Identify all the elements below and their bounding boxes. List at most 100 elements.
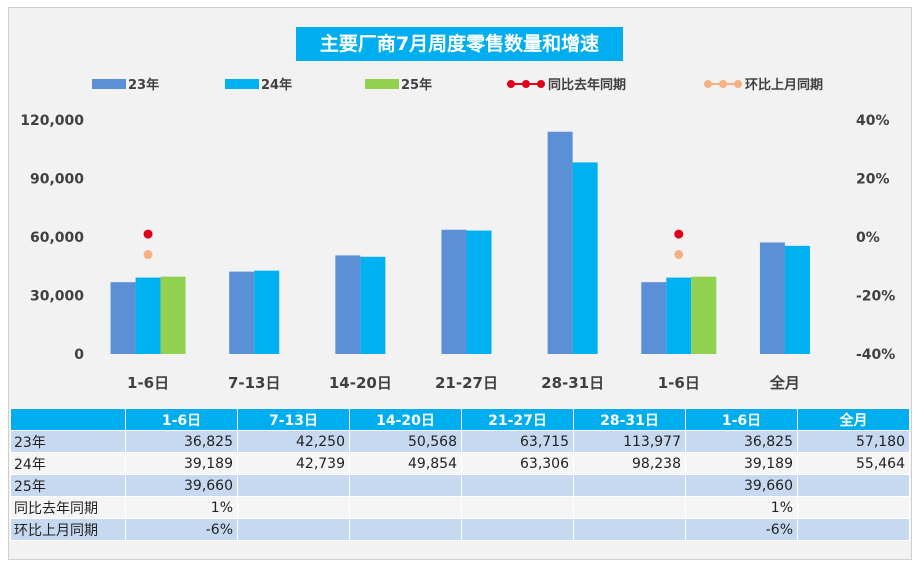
table-cell: 113,977 <box>573 430 686 453</box>
bar-23年 <box>110 282 136 354</box>
bar-24年 <box>466 230 492 354</box>
x-category-label: 14-20日 <box>329 374 392 392</box>
y-right-tick-label: 0% <box>856 230 880 246</box>
legend-label-环比上月同期: 环比上月同期 <box>745 77 823 93</box>
bar-23年 <box>547 131 573 354</box>
table-row: 同比去年同期 1% 1% <box>10 496 910 519</box>
y-left-tick-label: 0 <box>74 347 84 363</box>
bar-25年 <box>160 276 186 354</box>
table-cell: 39,189 <box>685 452 798 475</box>
legend-marker-环比上月同期 <box>704 80 712 88</box>
y-right-tick-label: 20% <box>856 172 890 188</box>
x-category-label: 28-31日 <box>541 374 604 392</box>
table-cell: 39,660 <box>125 474 238 497</box>
bar-24年 <box>254 270 280 354</box>
table-cell: 1% <box>685 496 798 519</box>
table-cell <box>237 496 350 519</box>
x-category-label: 7-13日 <box>228 374 281 392</box>
table-header-cell: 7-13日 <box>237 408 350 431</box>
table-cell: 57,180 <box>797 430 910 453</box>
legend-swatch-24年 <box>225 79 259 89</box>
bar-23年 <box>759 242 785 354</box>
legend-label-23年: 23年 <box>128 77 159 93</box>
table-cell <box>573 474 686 497</box>
bar-23年 <box>641 282 667 354</box>
legend-label-24年: 24年 <box>261 77 292 93</box>
table-cell <box>349 496 462 519</box>
bar-23年 <box>441 229 467 354</box>
table-cell <box>237 474 350 497</box>
table-cell: 55,464 <box>797 452 910 475</box>
x-category-label: 1-6日 <box>127 374 169 392</box>
legend-label-同比去年同期: 同比去年同期 <box>548 77 626 93</box>
table-row: 环比上月同期 -6% -6% <box>10 518 910 541</box>
bar-24年 <box>135 277 161 354</box>
table-header-cell <box>10 408 126 431</box>
bar-23年 <box>335 255 361 354</box>
table-row: 24年 39,189 42,739 49,854 63,306 98,238 39,189 5… <box>10 452 910 475</box>
table-cell <box>797 496 910 519</box>
table-row-label: 环比上月同期 <box>10 518 126 541</box>
table-cell: 63,306 <box>461 452 574 475</box>
legend-marker-同比去年同期 <box>522 80 530 88</box>
bar-24年 <box>784 245 810 354</box>
y-right-tick-label: -20% <box>856 289 895 305</box>
table-cell: 36,825 <box>685 430 798 453</box>
bar-24年 <box>360 256 386 354</box>
table-cell: -6% <box>685 518 798 541</box>
table-cell: 42,250 <box>237 430 350 453</box>
table-cell <box>573 496 686 519</box>
table-cell: 42,739 <box>237 452 350 475</box>
y-left-tick-label: 120,000 <box>20 113 84 129</box>
table-cell: 39,189 <box>125 452 238 475</box>
rate-point-同比去年同期 <box>674 229 684 239</box>
table-cell <box>349 518 462 541</box>
table-header-cell: 全月 <box>797 408 910 431</box>
legend-marker-环比上月同期 <box>734 80 742 88</box>
y-right-tick-label: -40% <box>856 347 895 363</box>
table-header-cell: 1-6日 <box>685 408 798 431</box>
table-cell <box>349 474 462 497</box>
table-row-label: 同比去年同期 <box>10 496 126 519</box>
table-cell: 50,568 <box>349 430 462 453</box>
data-table: 1-6日 7-13日 14-20日 21-27日 28-31日 1-6日 全月 23年 36,8… <box>10 408 910 541</box>
chart-plot: 0 30,000 60,000 90,000 120,000 -40% -20% 0% 20% 4… <box>20 77 895 392</box>
bar-25年 <box>691 276 717 354</box>
rate-point-同比去年同期 <box>143 229 153 239</box>
y-right-tick-label: 40% <box>856 113 890 129</box>
table-cell <box>573 518 686 541</box>
table-row: 25年 39,660 39,660 <box>10 474 910 497</box>
legend-swatch-25年 <box>365 79 399 89</box>
rate-point-环比上月同期 <box>674 250 684 260</box>
x-category-label: 全月 <box>769 374 800 392</box>
legend-marker-同比去年同期 <box>537 80 545 88</box>
table-header-cell: 1-6日 <box>125 408 238 431</box>
table-cell <box>461 496 574 519</box>
rate-point-环比上月同期 <box>143 250 153 260</box>
table-cell <box>237 518 350 541</box>
bar-24年 <box>572 162 598 354</box>
legend-marker-环比上月同期 <box>719 80 727 88</box>
table-cell <box>461 474 574 497</box>
table-cell: 1% <box>125 496 238 519</box>
table-header-cell: 28-31日 <box>573 408 686 431</box>
x-category-label: 1-6日 <box>658 374 700 392</box>
bar-24年 <box>666 277 692 354</box>
table-header-cell: 21-27日 <box>461 408 574 431</box>
table-cell: 98,238 <box>573 452 686 475</box>
chart-title: 主要厂商7月周度零售数量和增速 <box>296 27 623 61</box>
table-cell <box>797 474 910 497</box>
table-cell: 36,825 <box>125 430 238 453</box>
table-cell <box>797 518 910 541</box>
table-row-label: 24年 <box>10 452 126 475</box>
x-category-label: 21-27日 <box>435 374 498 392</box>
table-cell: 39,660 <box>685 474 798 497</box>
table-header-row: 1-6日 7-13日 14-20日 21-27日 28-31日 1-6日 全月 <box>10 408 910 431</box>
y-left-tick-label: 60,000 <box>30 230 84 246</box>
table-header-cell: 14-20日 <box>349 408 462 431</box>
table-row: 23年 36,825 42,250 50,568 63,715 113,977 36,825… <box>10 430 910 453</box>
legend-label-25年: 25年 <box>401 77 432 93</box>
table-cell: -6% <box>125 518 238 541</box>
table-cell: 63,715 <box>461 430 574 453</box>
y-left-tick-label: 90,000 <box>30 172 84 188</box>
